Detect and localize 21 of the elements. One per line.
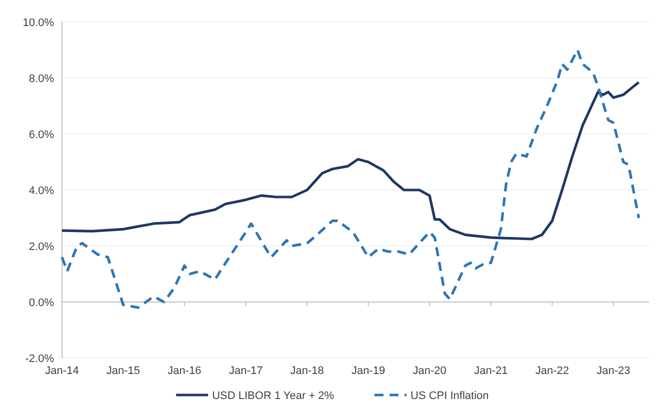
legend-label: US CPI Inflation — [410, 390, 489, 402]
x-tick-label: Jan-20 — [412, 365, 446, 377]
x-tick-label: Jan-17 — [229, 365, 263, 377]
y-tick-label: 8.0% — [28, 72, 54, 85]
x-tick-label: Jan-14 — [45, 365, 79, 377]
x-tick-label: Jan-22 — [535, 365, 570, 377]
x-tick-label: Jan-16 — [168, 365, 202, 377]
legend-label: USD LIBOR 1 Year + 2% — [212, 390, 334, 402]
y-tick-label: -2.0% — [25, 352, 54, 365]
x-tick-label: Jan-23 — [596, 365, 630, 377]
line-series — [60, 48, 640, 309]
y-tick-label: 6.0% — [28, 128, 54, 141]
y-tick-label: 2.0% — [28, 240, 54, 253]
y-tick-label: 10.0% — [22, 16, 54, 29]
x-tick-label: Jan-15 — [106, 365, 140, 377]
y-tick-label: 4.0% — [28, 184, 54, 197]
x-tick-label: Jan-21 — [474, 365, 508, 377]
x-tick-label: Jan-18 — [290, 365, 324, 377]
x-tick-label: Jan-19 — [352, 365, 386, 377]
line-series — [60, 80, 640, 240]
y-tick-label: 0.0% — [28, 296, 54, 309]
